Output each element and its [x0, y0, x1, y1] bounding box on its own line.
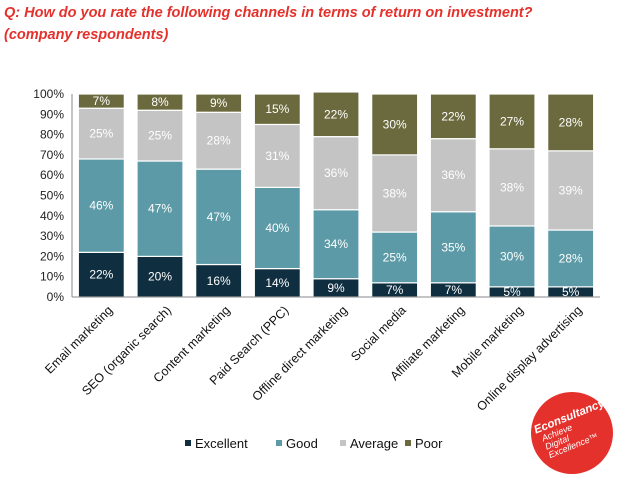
- y-tick-label: 0%: [47, 290, 65, 304]
- legend-label-average: Average: [350, 436, 398, 451]
- data-label: 36%: [324, 166, 348, 180]
- data-label: 20%: [148, 270, 172, 284]
- bar-segment-good: [253, 186, 301, 270]
- data-label: 22%: [89, 268, 113, 282]
- data-label: 7%: [93, 94, 111, 108]
- y-tick-label: 90%: [40, 107, 64, 121]
- bar-segment-average: [547, 150, 595, 231]
- bar-segment-poor: [547, 93, 595, 152]
- data-label: 28%: [559, 251, 583, 265]
- data-label: 31%: [265, 149, 289, 163]
- bar-segment-average: [136, 109, 184, 162]
- data-label: 28%: [559, 115, 583, 129]
- data-label: 7%: [445, 283, 463, 297]
- data-label: 5%: [562, 285, 580, 299]
- data-label: 28%: [207, 134, 231, 148]
- data-label: 7%: [386, 283, 404, 297]
- bar-segment-average: [312, 136, 360, 211]
- bar-segment-poor: [77, 93, 125, 109]
- bar-segment-excellent: [77, 251, 125, 298]
- bar-segment-average: [77, 107, 125, 160]
- econsultancy-logo: Econsultancy Achieve Digital Excellence™: [531, 392, 613, 474]
- data-label: 25%: [89, 127, 113, 141]
- bar-segment-good: [429, 211, 477, 284]
- bar-segment-poor: [136, 93, 184, 111]
- x-tick-label: Social media: [348, 303, 409, 364]
- bar-segment-average: [195, 111, 243, 170]
- legend-label-excellent: Excellent: [195, 436, 248, 451]
- data-label: 25%: [383, 250, 407, 264]
- data-label: 8%: [151, 95, 169, 109]
- bar-segment-good: [312, 209, 360, 280]
- question-title: Q: How do you rate the following channel…: [4, 5, 533, 43]
- data-label: 9%: [327, 281, 345, 295]
- data-label: 30%: [500, 249, 524, 263]
- data-label: 14%: [265, 276, 289, 290]
- y-tick-label: 50%: [40, 189, 64, 203]
- y-tick-label: 20%: [40, 249, 64, 263]
- y-tick-label: 60%: [40, 168, 64, 182]
- legend-swatch-average: [340, 440, 346, 446]
- y-tick-label: 80%: [40, 128, 64, 142]
- bar-segment-good: [371, 231, 419, 284]
- data-label: 9%: [210, 96, 228, 110]
- bar-segment-good: [136, 160, 184, 258]
- data-label: 35%: [441, 240, 465, 254]
- bar-segment-poor: [371, 93, 419, 156]
- x-tick-label: Offline direct marketing: [250, 303, 351, 404]
- data-label: 16%: [207, 274, 231, 288]
- data-label: 22%: [324, 107, 348, 121]
- bars: 22% 46% 25% 7% 20% 47% 25% 8% 16% 47% 28% 9% 14% 40% 3…: [77, 91, 595, 299]
- data-label: 30%: [383, 117, 407, 131]
- legend-label-good: Good: [286, 436, 318, 451]
- bar-segment-excellent: [195, 263, 243, 298]
- bar-segment-good: [547, 229, 595, 288]
- data-label: 40%: [265, 221, 289, 235]
- bar-segment-poor: [195, 93, 243, 113]
- data-label: 38%: [383, 186, 407, 200]
- legend-swatch-excellent: [185, 440, 191, 446]
- legend-label-poor: Poor: [415, 436, 443, 451]
- data-label: 47%: [207, 210, 231, 224]
- bar-segment-poor: [312, 91, 360, 138]
- y-tick-label: 70%: [40, 148, 64, 162]
- data-label: 47%: [148, 202, 172, 216]
- y-axis: 0% 10% 20% 30% 40% 50% 60% 70% 80% 90% 100%: [33, 87, 73, 304]
- bar-segment-good: [195, 168, 243, 266]
- y-tick-label: 30%: [40, 229, 64, 243]
- bar-segment-poor: [488, 93, 536, 150]
- legend-swatch-good: [276, 440, 282, 446]
- bar-segment-poor: [253, 93, 301, 126]
- data-label: 39%: [559, 183, 583, 197]
- data-label: 36%: [441, 168, 465, 182]
- bar-segment-good: [488, 225, 536, 288]
- y-tick-label: 40%: [40, 209, 64, 223]
- y-tick-label: 10%: [40, 270, 64, 284]
- legend: Excellent Good Average Poor: [185, 436, 443, 451]
- data-label: 38%: [500, 180, 524, 194]
- bar-segment-average: [371, 154, 419, 233]
- bar-segment-average: [429, 138, 477, 213]
- data-label: 5%: [503, 285, 521, 299]
- legend-swatch-poor: [405, 440, 411, 446]
- data-label: 46%: [89, 199, 113, 213]
- bar-segment-poor: [429, 93, 477, 140]
- y-tick-label: 100%: [33, 87, 64, 101]
- data-label: 34%: [324, 237, 348, 251]
- data-label: 25%: [148, 129, 172, 143]
- data-label: 27%: [500, 114, 524, 128]
- data-label: 22%: [441, 109, 465, 123]
- data-label: 15%: [265, 102, 289, 116]
